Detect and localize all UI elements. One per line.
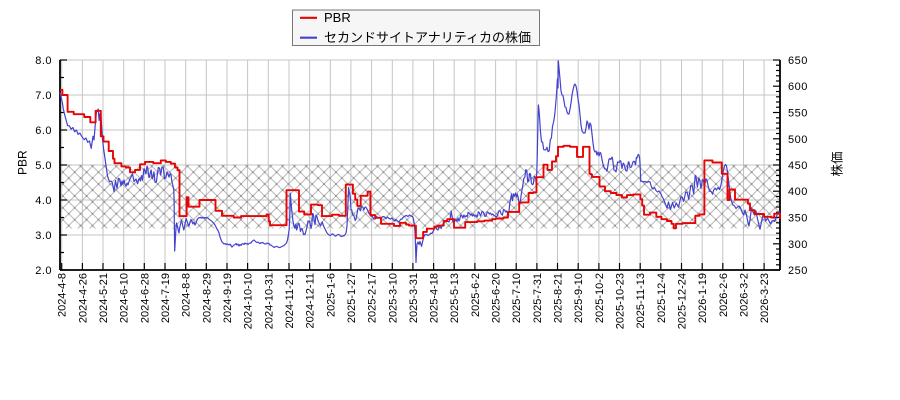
svg-text:550: 550 [788, 108, 808, 120]
svg-text:350: 350 [788, 213, 808, 225]
svg-text:PBR: PBR [16, 150, 30, 175]
svg-text:2026-1-19: 2026-1-19 [697, 273, 709, 323]
svg-text:2025-1-6: 2025-1-6 [325, 273, 337, 317]
svg-text:250: 250 [788, 265, 808, 277]
svg-text:2025-1-27: 2025-1-27 [346, 273, 358, 323]
svg-text:2024-8-29: 2024-8-29 [201, 273, 213, 323]
svg-text:600: 600 [788, 81, 808, 93]
svg-text:450: 450 [788, 160, 808, 172]
svg-text:2025-9-10: 2025-9-10 [573, 273, 585, 323]
svg-text:2025-4-18: 2025-4-18 [429, 273, 441, 323]
svg-text:2024-8-8: 2024-8-8 [181, 273, 193, 317]
svg-text:300: 300 [788, 239, 808, 251]
svg-text:2024-10-31: 2024-10-31 [263, 273, 275, 329]
svg-text:8.0: 8.0 [35, 55, 52, 67]
svg-text:6.0: 6.0 [35, 125, 52, 137]
svg-text:2024-11-21: 2024-11-21 [284, 273, 296, 328]
svg-text:4.0: 4.0 [35, 195, 52, 207]
svg-text:2026-3-23: 2026-3-23 [759, 273, 771, 323]
svg-text:2.0: 2.0 [35, 265, 52, 277]
svg-text:500: 500 [788, 134, 808, 146]
svg-text:2025-12-24: 2025-12-24 [677, 273, 689, 329]
svg-text:7.0: 7.0 [35, 90, 52, 102]
svg-text:2024-4-26: 2024-4-26 [77, 273, 89, 323]
svg-text:2024-10-10: 2024-10-10 [243, 273, 255, 329]
svg-text:5.0: 5.0 [35, 160, 52, 172]
svg-text:2024-6-10: 2024-6-10 [119, 273, 131, 323]
svg-text:2025-8-21: 2025-8-21 [553, 273, 565, 323]
svg-text:2025-2-17: 2025-2-17 [367, 273, 379, 323]
svg-text:2024-5-21: 2024-5-21 [98, 273, 110, 323]
svg-text:2025-10-23: 2025-10-23 [615, 273, 627, 329]
svg-text:400: 400 [788, 186, 808, 198]
svg-text:2025-7-31: 2025-7-31 [532, 273, 544, 323]
svg-text:PBR: PBR [324, 10, 351, 25]
svg-text:2025-10-2: 2025-10-2 [594, 273, 606, 323]
svg-text:3.0: 3.0 [35, 230, 52, 242]
svg-text:2025-6-20: 2025-6-20 [491, 273, 503, 323]
svg-text:2024-12-11: 2024-12-11 [305, 273, 317, 328]
svg-text:650: 650 [788, 55, 808, 67]
svg-text:2026-3-2: 2026-3-2 [739, 273, 751, 317]
svg-text:2025-6-2: 2025-6-2 [470, 273, 482, 317]
svg-text:株価: 株価 [830, 151, 845, 176]
svg-text:2026-2-6: 2026-2-6 [718, 273, 730, 317]
svg-text:2025-12-4: 2025-12-4 [656, 273, 668, 323]
svg-text:セカンドサイトアナリティカの株価: セカンドサイトアナリティカの株価 [324, 30, 531, 45]
svg-text:2025-11-13: 2025-11-13 [635, 273, 647, 328]
svg-text:2024-7-19: 2024-7-19 [160, 273, 172, 323]
svg-text:2025-7-10: 2025-7-10 [511, 273, 523, 323]
svg-text:2025-5-13: 2025-5-13 [449, 273, 461, 323]
svg-text:2024-6-28: 2024-6-28 [139, 273, 151, 323]
svg-text:2025-3-10: 2025-3-10 [387, 273, 399, 323]
svg-text:2025-3-31: 2025-3-31 [408, 273, 420, 323]
svg-text:2024-4-8: 2024-4-8 [57, 273, 69, 317]
svg-text:2024-9-19: 2024-9-19 [222, 273, 234, 323]
